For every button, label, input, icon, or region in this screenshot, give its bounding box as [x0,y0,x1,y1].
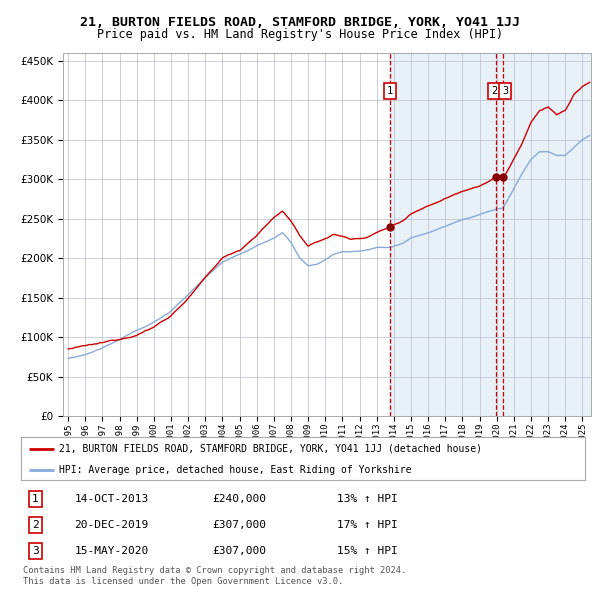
Text: 17% ↑ HPI: 17% ↑ HPI [337,520,398,530]
Text: 14-OCT-2013: 14-OCT-2013 [74,494,149,504]
Text: £307,000: £307,000 [213,520,267,530]
Text: 15-MAY-2020: 15-MAY-2020 [74,546,149,556]
Text: 3: 3 [502,86,508,96]
Text: £240,000: £240,000 [213,494,267,504]
Text: HPI: Average price, detached house, East Riding of Yorkshire: HPI: Average price, detached house, East… [59,466,412,476]
Bar [390,53,591,416]
Text: 1: 1 [32,494,38,504]
Text: 1: 1 [387,86,394,96]
Text: 3: 3 [32,546,38,556]
Text: £307,000: £307,000 [213,546,267,556]
Text: Contains HM Land Registry data © Crown copyright and database right 2024.
This d: Contains HM Land Registry data © Crown c… [23,566,406,586]
Text: 21, BURTON FIELDS ROAD, STAMFORD BRIDGE, YORK, YO41 1JJ (detached house): 21, BURTON FIELDS ROAD, STAMFORD BRIDGE,… [59,444,482,454]
Text: 21, BURTON FIELDS ROAD, STAMFORD BRIDGE, YORK, YO41 1JJ: 21, BURTON FIELDS ROAD, STAMFORD BRIDGE,… [80,16,520,29]
Text: 20-DEC-2019: 20-DEC-2019 [74,520,149,530]
Text: 2: 2 [32,520,38,530]
Text: 15% ↑ HPI: 15% ↑ HPI [337,546,398,556]
Text: 13% ↑ HPI: 13% ↑ HPI [337,494,398,504]
Text: 2: 2 [491,86,497,96]
Text: Price paid vs. HM Land Registry's House Price Index (HPI): Price paid vs. HM Land Registry's House … [97,28,503,41]
